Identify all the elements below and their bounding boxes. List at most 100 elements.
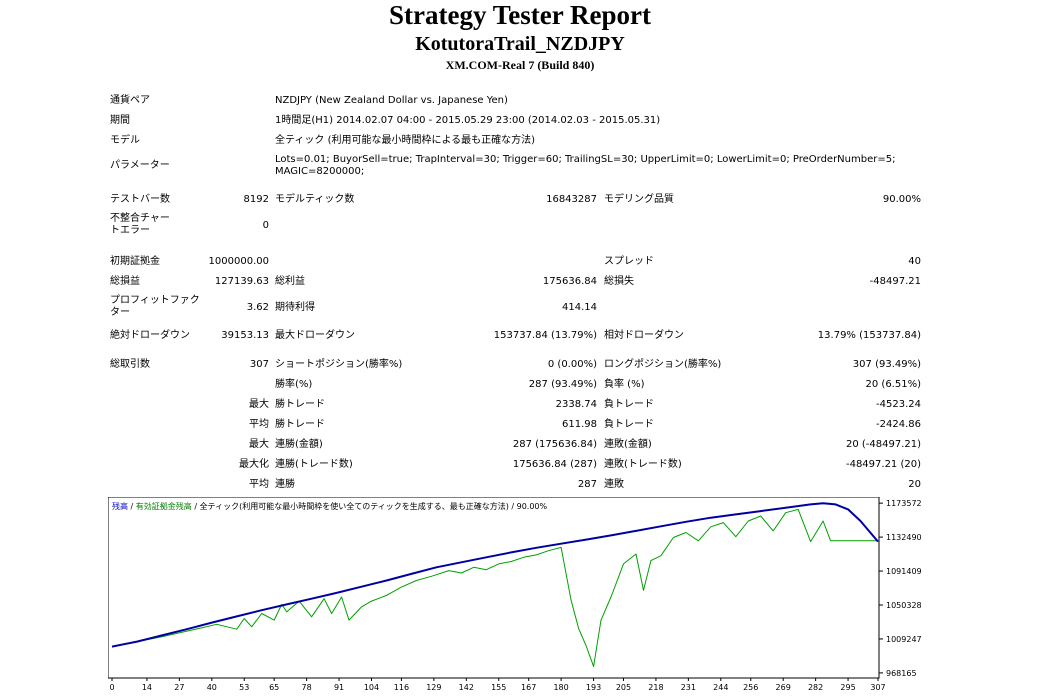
x-tick-label: 180 bbox=[553, 683, 568, 692]
quality-value: 90.00% bbox=[882, 194, 921, 205]
legend-balance: 残高 bbox=[112, 501, 128, 511]
period-label: 期間 bbox=[110, 115, 130, 126]
average-win-value: 611.98 bbox=[562, 419, 597, 430]
max-drawdown-value: 153737.84 (13.79%) bbox=[493, 330, 597, 341]
params-label: パラメーター bbox=[110, 160, 170, 171]
long-positions-label: ロングポジション(勝率%) bbox=[604, 359, 722, 370]
y-tick-label: 1091409 bbox=[886, 567, 922, 576]
consecutive-losses-value: 20 (-48497.21) bbox=[845, 439, 921, 450]
x-tick-label: 155 bbox=[491, 683, 506, 692]
x-axis-ticks: 0 14 27 40 53 65 78 91 104 116 129 142 155 167 180 193 2… bbox=[109, 678, 886, 692]
average-loss-label: 負トレード bbox=[604, 419, 654, 430]
gross-loss-label: 総損失 bbox=[604, 276, 634, 287]
x-tick-label: 116 bbox=[394, 683, 409, 692]
loss-rate-label: 負率 (%) bbox=[604, 379, 645, 390]
y-axis-ticks: 1173572 1132490 1091409 1050328 1009247 96816… bbox=[879, 499, 922, 678]
x-tick-label: 256 bbox=[743, 683, 758, 692]
balance-chart: 残高 / 有効証拠金残高 / 全ティック(利用可能な最小時間枠を使い全てのティッ… bbox=[107, 496, 932, 692]
average-win-label: 勝トレード bbox=[275, 419, 325, 430]
pair-value: NZDJPY (New Zealand Dollar vs. Japanese … bbox=[275, 95, 508, 106]
balance-chart-svg: 残高 / 有効証拠金残高 / 全ティック(利用可能な最小時間枠を使い全てのティッ… bbox=[107, 496, 922, 692]
x-tick-label: 0 bbox=[109, 683, 114, 692]
pair-label: 通貨ペア bbox=[110, 95, 150, 106]
loss-rate-value: 20 (6.51%) bbox=[865, 379, 921, 390]
average2-prefix: 平均 bbox=[249, 479, 269, 490]
x-tick-label: 65 bbox=[269, 683, 279, 692]
x-tick-label: 142 bbox=[459, 683, 474, 692]
total-trades-value: 307 bbox=[249, 359, 269, 370]
net-profit-value: 127139.63 bbox=[214, 276, 269, 287]
consecutive-profit-label: 連勝(トレード数) bbox=[275, 459, 353, 470]
average-loss-value: -2424.86 bbox=[876, 419, 921, 430]
x-tick-label: 269 bbox=[776, 683, 791, 692]
average-prefix: 平均 bbox=[249, 419, 269, 430]
x-tick-label: 218 bbox=[648, 683, 663, 692]
report-subtitle: KotutoraTrail_NZDJPY bbox=[415, 33, 625, 55]
x-tick-label: 295 bbox=[840, 683, 855, 692]
largest-loss-value: -4523.24 bbox=[876, 399, 921, 410]
deposit-label: 初期証拠金 bbox=[110, 256, 160, 267]
x-tick-label: 129 bbox=[426, 683, 441, 692]
period-value: 1時間足(H1) 2014.02.07 04:00 - 2015.05.29 2… bbox=[275, 115, 661, 126]
spread-value: 40 bbox=[908, 256, 921, 267]
chart-series bbox=[111, 502, 879, 667]
average-consecutive-wins-label: 連勝 bbox=[275, 479, 295, 490]
mismatch-value: 0 bbox=[262, 220, 269, 231]
rel-drawdown-value: 13.79% (153737.84) bbox=[817, 330, 921, 341]
x-tick-label: 78 bbox=[302, 683, 312, 692]
x-tick-label: 91 bbox=[334, 683, 344, 692]
legend-separator-1: / bbox=[128, 502, 136, 511]
largest-loss-label: 負トレード bbox=[604, 399, 654, 410]
win-rate-label: 勝率(%) bbox=[275, 379, 313, 390]
abs-drawdown-label: 絶対ドローダウン bbox=[110, 330, 190, 341]
rel-drawdown-label: 相対ドローダウン bbox=[604, 330, 684, 341]
long-positions-value: 307 (93.49%) bbox=[852, 359, 921, 370]
expected-payoff-label: 期待利得 bbox=[275, 302, 315, 313]
x-tick-label: 14 bbox=[142, 683, 152, 692]
x-tick-label: 282 bbox=[808, 683, 823, 692]
quality-label: モデリング品質 bbox=[604, 194, 674, 205]
x-tick-label: 244 bbox=[713, 683, 728, 692]
y-tick-label: 1132490 bbox=[886, 533, 922, 542]
bars-value: 8192 bbox=[243, 194, 269, 205]
chart-legend: 残高 / 有効証拠金残高 / 全ティック(利用可能な最小時間枠を使い全てのティッ… bbox=[112, 501, 548, 511]
y-tick-label: 1009247 bbox=[886, 635, 922, 644]
consecutive-losses-label: 連敗(金額) bbox=[604, 439, 652, 450]
y-tick-label: 1050328 bbox=[886, 601, 922, 610]
params-value: Lots=0.01; BuyorSell=true; TrapInterval=… bbox=[275, 154, 896, 177]
report-build: XM.COM-Real 7 (Build 840) bbox=[445, 58, 595, 72]
model-value: 全ティック (利用可能な最小時間枠による最も正確な方法) bbox=[275, 135, 536, 146]
win-rate-value: 287 (93.49%) bbox=[528, 379, 597, 390]
legend-separator-2: / bbox=[192, 502, 200, 511]
y-tick-label: 1173572 bbox=[886, 499, 922, 508]
x-tick-label: 231 bbox=[681, 683, 696, 692]
x-tick-label: 104 bbox=[364, 683, 379, 692]
average-consecutive-losses-label: 連敗 bbox=[604, 479, 624, 490]
x-tick-label: 53 bbox=[239, 683, 249, 692]
spread-label: スプレッド bbox=[604, 256, 654, 267]
legend-model: 全ティック(利用可能な最小時間枠を使い全てのティックを生成する、最も正確な方法)… bbox=[200, 501, 548, 511]
gross-profit-value: 175636.84 bbox=[542, 276, 597, 287]
average-consecutive-wins-value: 287 bbox=[577, 479, 597, 490]
x-tick-label: 307 bbox=[870, 683, 885, 692]
bars-label: テストバー数 bbox=[110, 194, 170, 205]
profit-factor-label: プロフィットファクター bbox=[110, 295, 200, 318]
report-title: Strategy Tester Report bbox=[389, 0, 651, 30]
mismatch-label: 不整合チャートエラー bbox=[110, 213, 170, 236]
deposit-value: 1000000.00 bbox=[208, 256, 269, 267]
ticks-value: 16843287 bbox=[546, 194, 597, 205]
consecutive-wins-label: 連勝(金額) bbox=[275, 439, 323, 450]
short-positions-label: ショートポジション(勝率%) bbox=[275, 359, 403, 370]
legend-equity: 有効証拠金残高 bbox=[136, 501, 192, 511]
consecutive-wins-value: 287 (175636.84) bbox=[512, 439, 597, 450]
expected-payoff-value: 414.14 bbox=[562, 302, 597, 313]
consecutive-profit-value: 175636.84 (287) bbox=[512, 459, 597, 470]
ticks-label: モデルティック数 bbox=[275, 194, 355, 205]
total-trades-label: 総取引数 bbox=[110, 359, 150, 370]
largest-win-value: 2338.74 bbox=[555, 399, 597, 410]
largest-prefix: 最大 bbox=[249, 399, 269, 410]
x-tick-label: 167 bbox=[521, 683, 536, 692]
model-label: モデル bbox=[110, 135, 140, 146]
abs-drawdown-value: 39153.13 bbox=[221, 330, 269, 341]
gross-loss-value: -48497.21 bbox=[869, 276, 921, 287]
